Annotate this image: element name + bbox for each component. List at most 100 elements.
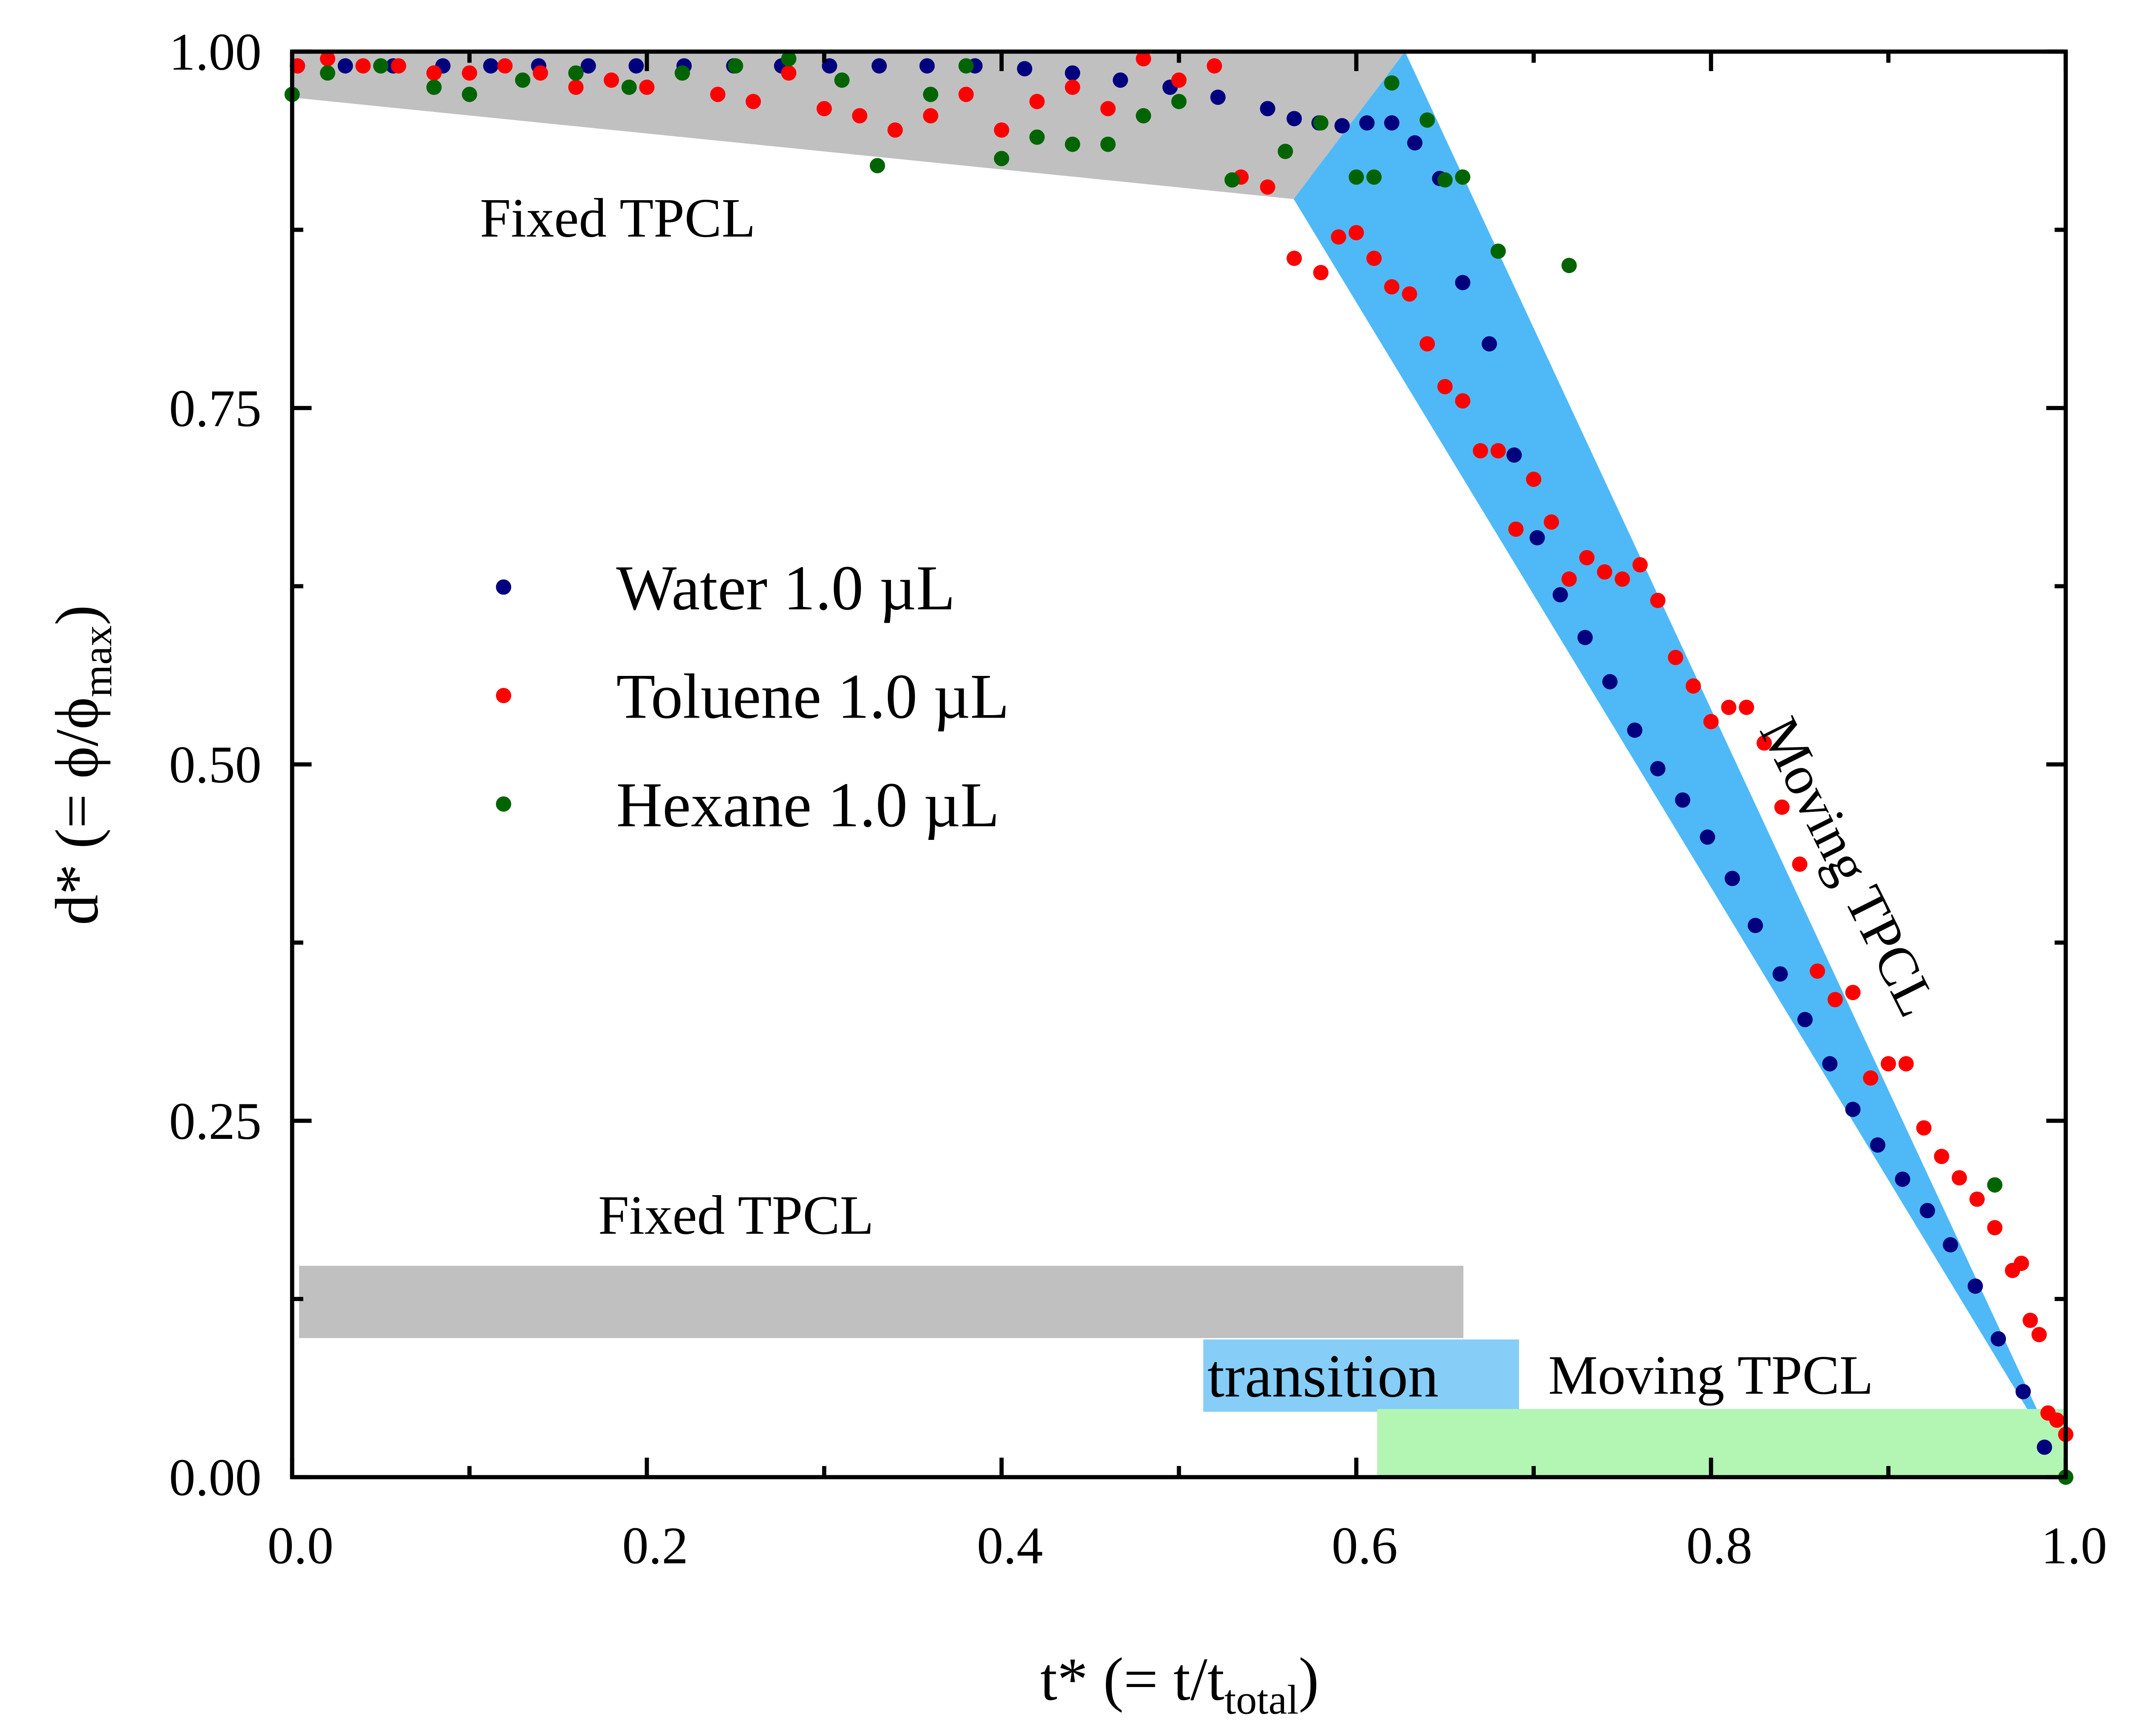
y-tick-label: 0.50 [169, 735, 262, 794]
point [1943, 1237, 1958, 1253]
point [1313, 115, 1329, 131]
point [1437, 379, 1453, 394]
legend-label: Toluene 1.0 µL [616, 661, 1010, 732]
point [919, 58, 935, 74]
point [1407, 135, 1423, 151]
x-tick-label: 0.4 [977, 1516, 1043, 1575]
point [320, 51, 335, 66]
point [1990, 1331, 2006, 1347]
point [1845, 985, 1861, 1000]
point [1490, 243, 1506, 259]
point [462, 65, 478, 81]
point [1967, 1278, 1983, 1294]
point [628, 58, 644, 74]
point [1685, 678, 1701, 694]
point [1348, 225, 1364, 241]
point [1224, 172, 1240, 188]
point [1880, 1056, 1896, 1072]
point [1577, 629, 1593, 645]
point [1366, 169, 1382, 185]
point [1987, 1177, 2003, 1193]
point [1100, 136, 1116, 152]
point [1627, 722, 1643, 738]
point [337, 58, 353, 74]
point [462, 86, 478, 102]
point [2015, 1384, 2031, 1400]
legend-marker [496, 796, 512, 812]
point [483, 58, 499, 74]
point [710, 86, 725, 102]
point [1895, 1171, 1911, 1187]
legend-marker [496, 688, 512, 704]
point [1969, 1191, 1985, 1207]
point [1065, 65, 1080, 81]
point [2037, 1440, 2052, 1455]
point [1384, 279, 1400, 295]
point [1331, 229, 1347, 245]
point [816, 101, 832, 117]
point [1934, 1149, 1949, 1164]
point [871, 58, 887, 74]
point [1797, 1012, 1813, 1027]
point [1313, 265, 1329, 280]
point [1810, 963, 1825, 979]
point [1721, 699, 1737, 715]
point [1774, 799, 1790, 815]
point [639, 79, 655, 95]
point [1526, 471, 1542, 487]
point [532, 65, 548, 81]
point [1747, 917, 1763, 933]
point [1700, 829, 1716, 845]
annotation: Fixed TPCL [480, 187, 756, 249]
point [515, 72, 530, 88]
point [1136, 51, 1151, 66]
point [1772, 966, 1788, 982]
point [568, 65, 584, 81]
legend-label: Hexane 1.0 µL [616, 770, 1000, 840]
point [1359, 115, 1375, 131]
point [373, 58, 389, 74]
point [1675, 792, 1690, 808]
y-tick-label: 0.00 [169, 1448, 262, 1507]
transition-bar [1203, 1339, 1519, 1412]
point [1017, 61, 1033, 77]
point [1210, 89, 1226, 105]
point [1455, 393, 1471, 409]
point [1756, 735, 1772, 751]
point [1529, 530, 1545, 546]
x-tick-label: 0.2 [622, 1516, 688, 1575]
point [621, 79, 637, 95]
point [1668, 650, 1684, 665]
point [581, 58, 596, 74]
point [1561, 258, 1577, 273]
point [958, 86, 974, 102]
point [1724, 871, 1740, 886]
point [1703, 714, 1719, 730]
point [1987, 1220, 2003, 1236]
point [1827, 992, 1843, 1007]
x-tick-label: 0.6 [1332, 1516, 1398, 1575]
point [1065, 79, 1080, 95]
point [1543, 514, 1559, 530]
fixed-bar [299, 1265, 1464, 1338]
point [834, 72, 850, 88]
point [1650, 592, 1666, 608]
point [674, 65, 690, 81]
point [781, 51, 797, 66]
point [887, 122, 903, 138]
point [1384, 75, 1400, 91]
point [391, 58, 406, 74]
point [923, 108, 938, 124]
legend-marker [496, 579, 512, 595]
point [1348, 169, 1364, 185]
point [1287, 250, 1302, 266]
point [1065, 136, 1080, 152]
y-tick-label: 1.00 [169, 23, 262, 81]
point [2031, 1327, 2047, 1342]
point [1366, 250, 1382, 266]
point [1552, 587, 1568, 603]
point [1029, 129, 1045, 145]
point [781, 65, 797, 81]
point [1561, 571, 1577, 587]
